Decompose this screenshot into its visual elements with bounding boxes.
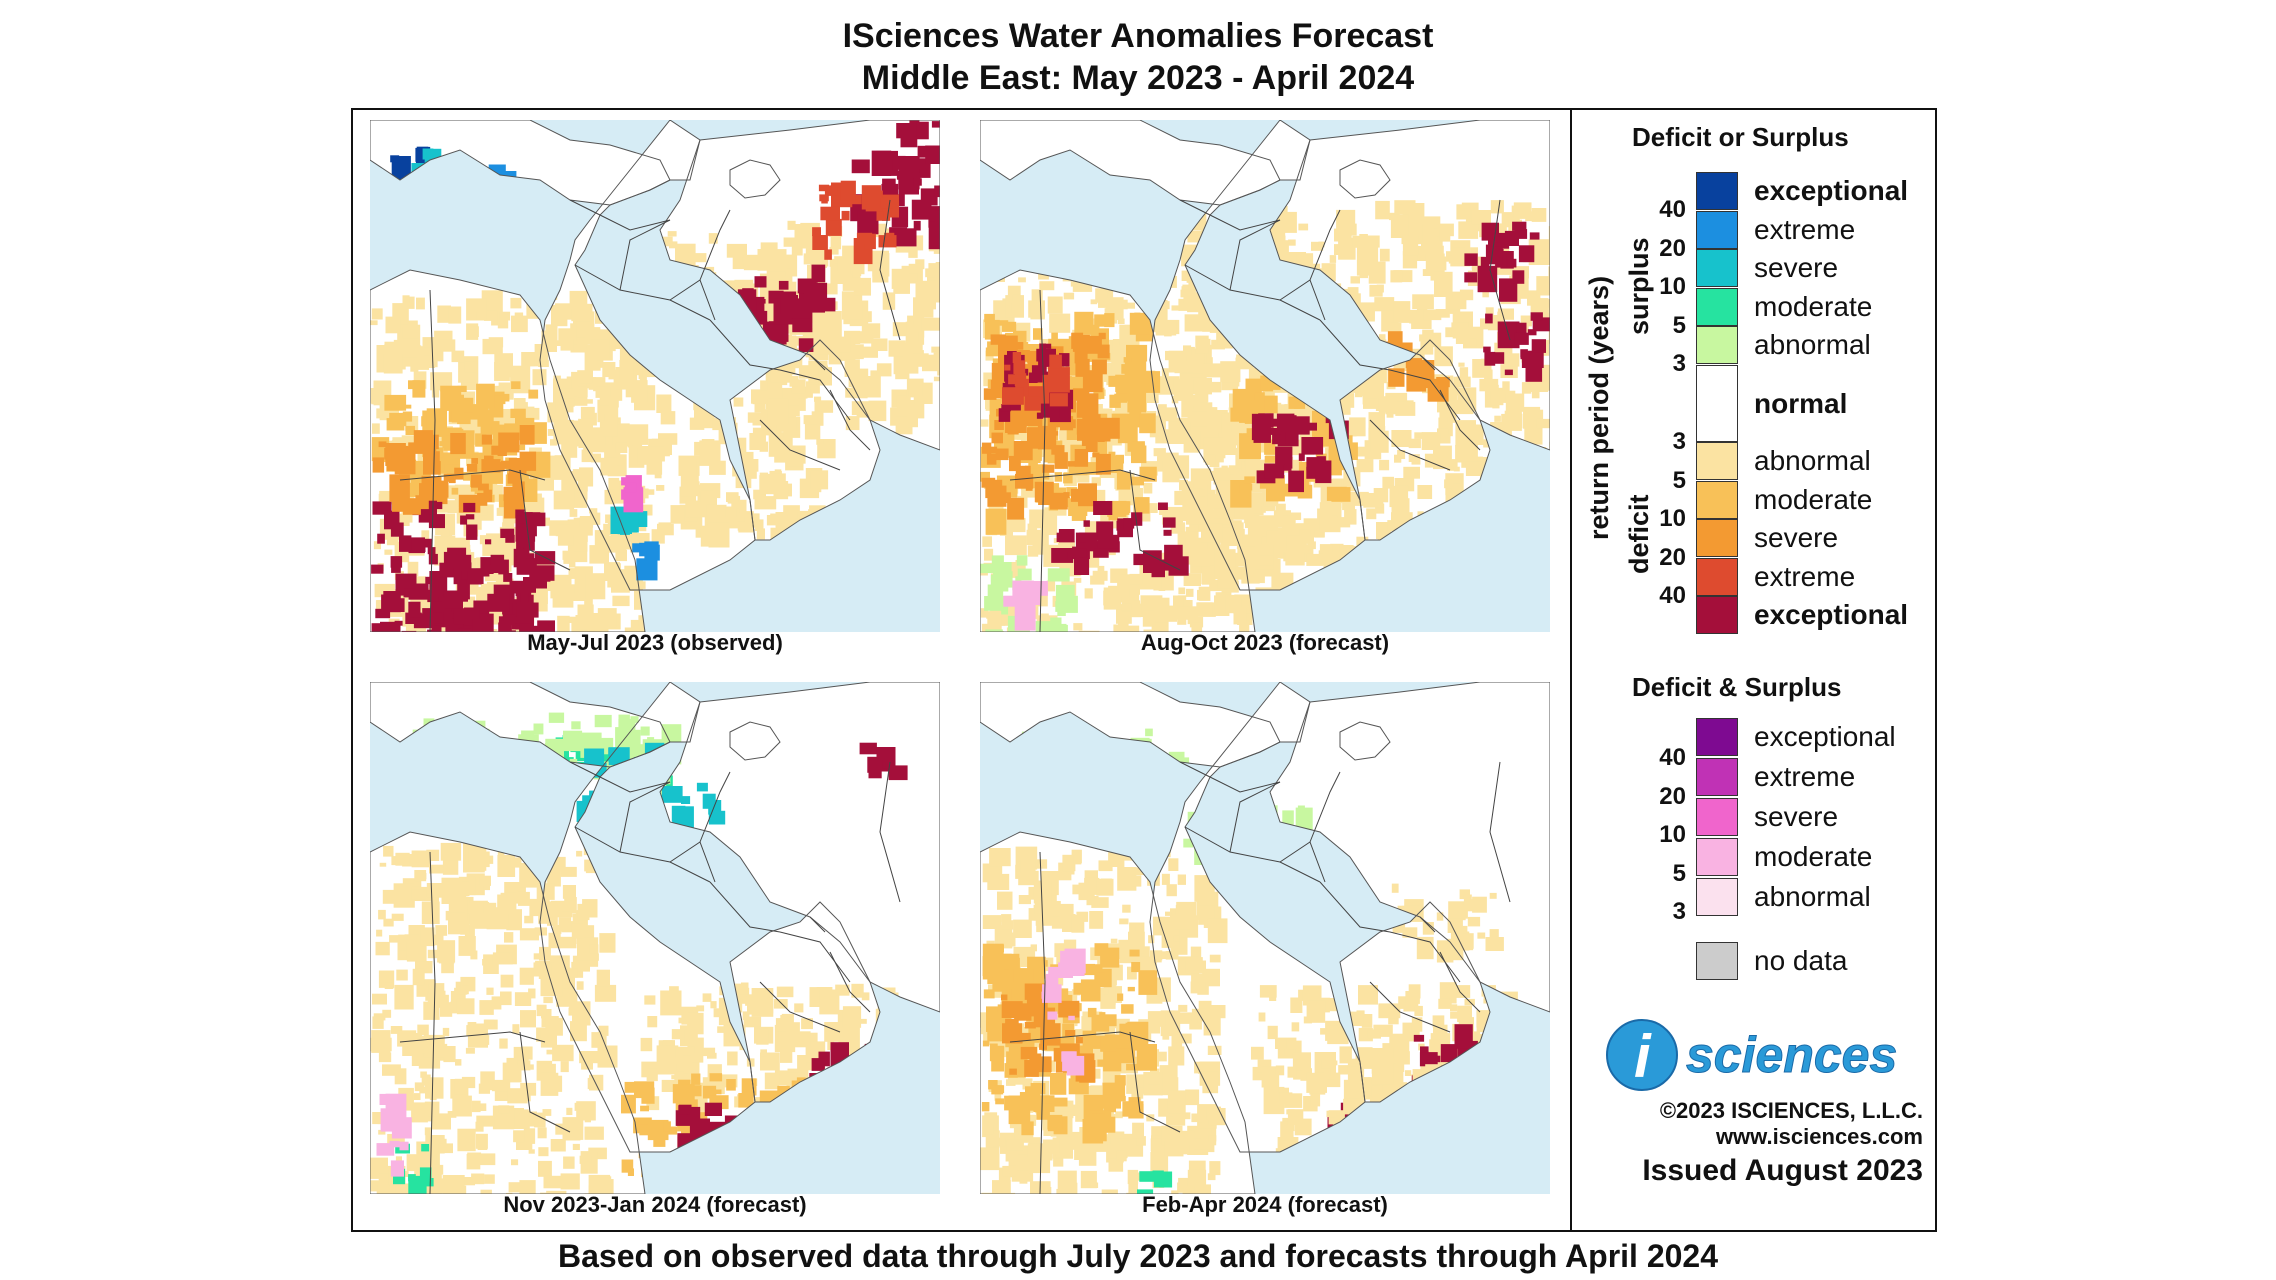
legend-return-period-both-40: 40	[1659, 744, 1686, 771]
caption-aug-oct: Aug-Oct 2023 (forecast)	[1140, 630, 1390, 655]
legend-swatch-surplus-abnormal	[1696, 326, 1738, 364]
issued-date: Issued August 2023	[1642, 1154, 1923, 1187]
legend-swatch-deficit-exceptional	[1696, 596, 1738, 634]
country-borders	[980, 682, 1550, 1194]
legend-swatch-deficit-moderate	[1696, 480, 1738, 519]
legend-return-period-deficit-10: 10	[1659, 505, 1686, 532]
legend-return-period-surplus-10: 10	[1659, 273, 1686, 300]
legend-label-normal: normal	[1754, 388, 1848, 419]
legend-label-deficit-moderate: moderate	[1754, 483, 1873, 515]
map-may-jul	[370, 120, 940, 632]
caption-feb-apr: Feb-Apr 2024 (forecast)	[1142, 1192, 1388, 1217]
legend-label-both-severe: severe	[1754, 801, 1839, 832]
copyright-text: ©2023 ISCIENCES, L.L.C.	[1659, 1098, 1923, 1123]
map-subtitle: Middle East: May 2023 - April 2024	[861, 59, 1415, 97]
legend-axis-label: return period (years)	[1584, 275, 1614, 540]
legend-return-period-deficit-3: 3	[1672, 428, 1686, 455]
map-title: ISciences Water Anomalies Forecast	[842, 17, 1434, 55]
legend-label-both-moderate: moderate	[1754, 841, 1873, 872]
website-text: www.isciences.com	[1715, 1124, 1923, 1149]
legend-swatch-normal	[1696, 365, 1738, 442]
isciences-logo: i sciences	[1604, 1015, 1924, 1095]
legend-heading-deficit-or-surplus: Deficit or Surplus	[1632, 122, 1849, 152]
legend-swatch-deficit-abnormal	[1696, 442, 1738, 480]
panel-divider	[1570, 110, 1572, 1230]
legend-return-period-both-5: 5	[1672, 859, 1686, 887]
legend-return-period-both-20: 20	[1659, 782, 1686, 810]
legend-label-surplus-exceptional: exceptional	[1754, 175, 1909, 206]
map-panel-feb-apr	[980, 682, 1550, 1194]
legend-swatch-surplus-exceptional	[1696, 172, 1738, 210]
legend-return-period-deficit-20: 20	[1659, 543, 1686, 571]
footer-note: Based on observed data through July 2023…	[558, 1238, 1718, 1274]
caption-may-jul: May-Jul 2023 (observed)	[527, 630, 783, 655]
figure-frame: May-Jul 2023 (observed) Aug-Oct 2023 (fo…	[351, 108, 1937, 1232]
legend: Deficit or Surplus return period (years)…	[1574, 110, 1935, 1230]
legend-swatch-surplus-moderate	[1696, 287, 1738, 326]
legend-swatch-both-exceptional	[1696, 718, 1738, 756]
legend-swatch-no-data	[1696, 942, 1738, 980]
map-panel-nov-jan	[370, 682, 940, 1194]
legend-return-period-deficit-40: 40	[1659, 582, 1686, 609]
map-panel-may-jul	[370, 120, 940, 632]
map-feb-apr	[980, 682, 1550, 1194]
legend-label-surplus-moderate: moderate	[1754, 290, 1873, 322]
logo-wordmark: sciences	[1686, 1027, 1897, 1083]
legend-swatch-both-extreme	[1696, 758, 1738, 796]
map-panel-aug-oct	[980, 120, 1550, 632]
legend-label-both-extreme: extreme	[1754, 761, 1856, 792]
logo-letter: i	[1634, 1023, 1652, 1090]
legend-label-surplus-abnormal: abnormal	[1754, 329, 1871, 360]
legend-return-period-both-3: 3	[1672, 898, 1686, 925]
legend-swatch-both-abnormal	[1696, 878, 1738, 916]
legend-label-deficit-severe: severe	[1754, 522, 1839, 553]
legend-swatch-both-moderate	[1696, 838, 1738, 876]
legend-swatch-both-severe	[1696, 798, 1738, 836]
country-borders	[370, 120, 940, 632]
map-nov-jan	[370, 682, 940, 1194]
legend-label-both-exceptional: exceptional	[1754, 721, 1896, 752]
legend-return-period-both-10: 10	[1659, 821, 1686, 848]
isciences-logo-graphic: i sciences	[1606, 1019, 1898, 1091]
legend-swatch-deficit-severe	[1696, 519, 1738, 557]
map-aug-oct	[980, 120, 1550, 632]
legend-swatch-deficit-extreme	[1696, 557, 1738, 596]
legend-label-both-abnormal: abnormal	[1754, 881, 1871, 912]
legend-label-deficit-abnormal: abnormal	[1754, 445, 1871, 476]
legend-swatch-surplus-severe	[1696, 249, 1738, 287]
legend-label-surplus-severe: severe	[1754, 252, 1839, 283]
legend-label-surplus-extreme: extreme	[1754, 213, 1856, 245]
legend-return-period-deficit-5: 5	[1672, 466, 1686, 494]
legend-label-no-data: no data	[1754, 945, 1848, 976]
country-borders	[370, 682, 940, 1194]
legend-return-period-surplus-40: 40	[1659, 196, 1686, 223]
legend-return-period-surplus-5: 5	[1672, 311, 1686, 339]
legend-heading-deficit-and-surplus: Deficit & Surplus	[1632, 672, 1842, 702]
legend-return-period-surplus-3: 3	[1672, 350, 1686, 377]
legend-label-deficit-exceptional: exceptional	[1754, 599, 1909, 630]
caption-nov-jan: Nov 2023-Jan 2024 (forecast)	[503, 1192, 807, 1217]
legend-label-deficit-extreme: extreme	[1754, 560, 1856, 592]
legend-return-period-surplus-20: 20	[1659, 234, 1686, 262]
legend-swatch-surplus-extreme	[1696, 210, 1738, 249]
country-borders	[980, 120, 1550, 632]
